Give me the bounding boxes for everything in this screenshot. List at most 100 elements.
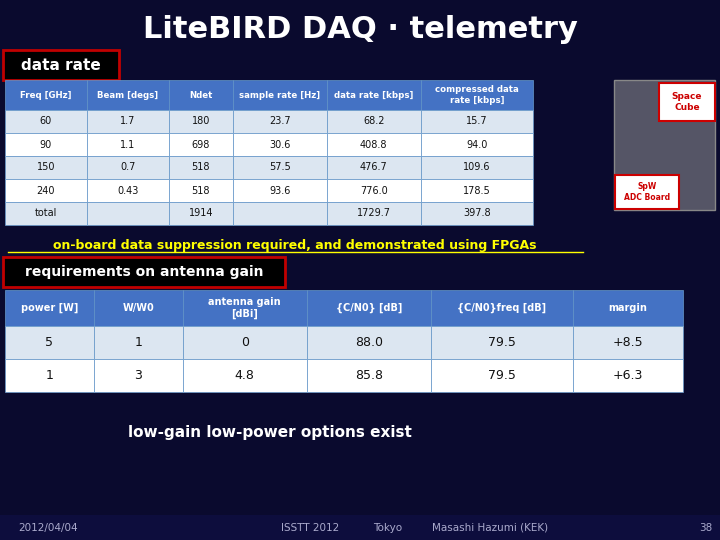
Text: +6.3: +6.3	[613, 369, 643, 382]
Text: 68.2: 68.2	[363, 117, 384, 126]
FancyBboxPatch shape	[94, 326, 182, 359]
FancyBboxPatch shape	[182, 326, 307, 359]
Text: 79.5: 79.5	[488, 336, 516, 349]
Text: power [W]: power [W]	[21, 303, 78, 313]
FancyBboxPatch shape	[169, 179, 233, 202]
Text: 1: 1	[45, 369, 53, 382]
Text: 4.8: 4.8	[235, 369, 255, 382]
Text: 1: 1	[134, 336, 142, 349]
Text: 476.7: 476.7	[360, 163, 387, 172]
Text: 0.43: 0.43	[117, 186, 139, 195]
Text: Tokyo: Tokyo	[374, 523, 402, 533]
FancyBboxPatch shape	[87, 202, 169, 225]
Text: requirements on antenna gain: requirements on antenna gain	[24, 265, 264, 279]
FancyBboxPatch shape	[169, 156, 233, 179]
Text: sample rate [Hz]: sample rate [Hz]	[239, 91, 320, 99]
FancyBboxPatch shape	[0, 515, 720, 540]
Text: 1914: 1914	[189, 208, 213, 219]
Text: 3: 3	[134, 369, 142, 382]
FancyBboxPatch shape	[5, 156, 87, 179]
Text: {C/N0} [dB]: {C/N0} [dB]	[336, 303, 402, 313]
Text: Masashi Hazumi (KEK): Masashi Hazumi (KEK)	[432, 523, 548, 533]
FancyBboxPatch shape	[5, 359, 94, 392]
Text: Beam [degs]: Beam [degs]	[97, 91, 158, 99]
FancyBboxPatch shape	[573, 290, 683, 326]
Text: 5: 5	[45, 336, 53, 349]
FancyBboxPatch shape	[420, 202, 533, 225]
FancyBboxPatch shape	[169, 80, 233, 110]
FancyBboxPatch shape	[169, 110, 233, 133]
Text: data rate [kbps]: data rate [kbps]	[334, 91, 413, 99]
Text: LiteBIRD DAQ · telemetry: LiteBIRD DAQ · telemetry	[143, 16, 577, 44]
FancyBboxPatch shape	[87, 110, 169, 133]
FancyBboxPatch shape	[233, 156, 327, 179]
Text: low-gain low-power options exist: low-gain low-power options exist	[128, 426, 412, 441]
FancyBboxPatch shape	[233, 110, 327, 133]
FancyBboxPatch shape	[169, 133, 233, 156]
Text: 518: 518	[192, 163, 210, 172]
Text: SpW
ADC Board: SpW ADC Board	[624, 183, 670, 202]
Text: W/W0: W/W0	[122, 303, 154, 313]
Text: 38: 38	[699, 523, 713, 533]
Text: on-board data suppression required, and demonstrated using FPGAs: on-board data suppression required, and …	[53, 239, 536, 252]
Text: Ndet: Ndet	[189, 91, 212, 99]
FancyBboxPatch shape	[420, 179, 533, 202]
Text: {C/N0}freq [dB]: {C/N0}freq [dB]	[457, 303, 546, 313]
FancyBboxPatch shape	[169, 202, 233, 225]
Text: 518: 518	[192, 186, 210, 195]
FancyBboxPatch shape	[327, 110, 420, 133]
FancyBboxPatch shape	[5, 133, 87, 156]
FancyBboxPatch shape	[614, 80, 715, 210]
FancyBboxPatch shape	[233, 133, 327, 156]
Text: 1.7: 1.7	[120, 117, 135, 126]
FancyBboxPatch shape	[87, 179, 169, 202]
FancyBboxPatch shape	[420, 80, 533, 110]
FancyBboxPatch shape	[307, 290, 431, 326]
FancyBboxPatch shape	[5, 202, 87, 225]
Text: 397.8: 397.8	[463, 208, 491, 219]
Text: 150: 150	[37, 163, 55, 172]
Text: 178.5: 178.5	[463, 186, 491, 195]
FancyBboxPatch shape	[5, 179, 87, 202]
Text: 15.7: 15.7	[466, 117, 487, 126]
FancyBboxPatch shape	[431, 326, 573, 359]
FancyBboxPatch shape	[5, 326, 94, 359]
FancyBboxPatch shape	[87, 80, 169, 110]
Text: 0: 0	[240, 336, 248, 349]
FancyBboxPatch shape	[3, 50, 119, 80]
FancyBboxPatch shape	[307, 326, 431, 359]
FancyBboxPatch shape	[431, 290, 573, 326]
FancyBboxPatch shape	[573, 326, 683, 359]
Text: 90: 90	[40, 139, 52, 150]
Text: 94.0: 94.0	[467, 139, 487, 150]
Text: 93.6: 93.6	[269, 186, 290, 195]
FancyBboxPatch shape	[233, 80, 327, 110]
Text: 88.0: 88.0	[355, 336, 383, 349]
FancyBboxPatch shape	[87, 156, 169, 179]
FancyBboxPatch shape	[420, 133, 533, 156]
Text: 79.5: 79.5	[488, 369, 516, 382]
FancyBboxPatch shape	[431, 359, 573, 392]
FancyBboxPatch shape	[573, 359, 683, 392]
FancyBboxPatch shape	[5, 110, 87, 133]
Text: ISSTT 2012: ISSTT 2012	[281, 523, 339, 533]
Text: 240: 240	[37, 186, 55, 195]
Text: 2012/04/04: 2012/04/04	[18, 523, 78, 533]
FancyBboxPatch shape	[3, 257, 285, 287]
FancyBboxPatch shape	[94, 359, 182, 392]
Text: data rate: data rate	[21, 57, 101, 72]
FancyBboxPatch shape	[327, 156, 420, 179]
Text: 109.6: 109.6	[463, 163, 491, 172]
FancyBboxPatch shape	[327, 202, 420, 225]
FancyBboxPatch shape	[420, 156, 533, 179]
FancyBboxPatch shape	[420, 110, 533, 133]
Text: 0.7: 0.7	[120, 163, 135, 172]
FancyBboxPatch shape	[182, 359, 307, 392]
FancyBboxPatch shape	[233, 202, 327, 225]
Text: 180: 180	[192, 117, 210, 126]
Text: total: total	[35, 208, 57, 219]
Text: 408.8: 408.8	[360, 139, 387, 150]
Text: Space
Cube: Space Cube	[672, 92, 702, 112]
FancyBboxPatch shape	[307, 359, 431, 392]
Text: +8.5: +8.5	[613, 336, 644, 349]
